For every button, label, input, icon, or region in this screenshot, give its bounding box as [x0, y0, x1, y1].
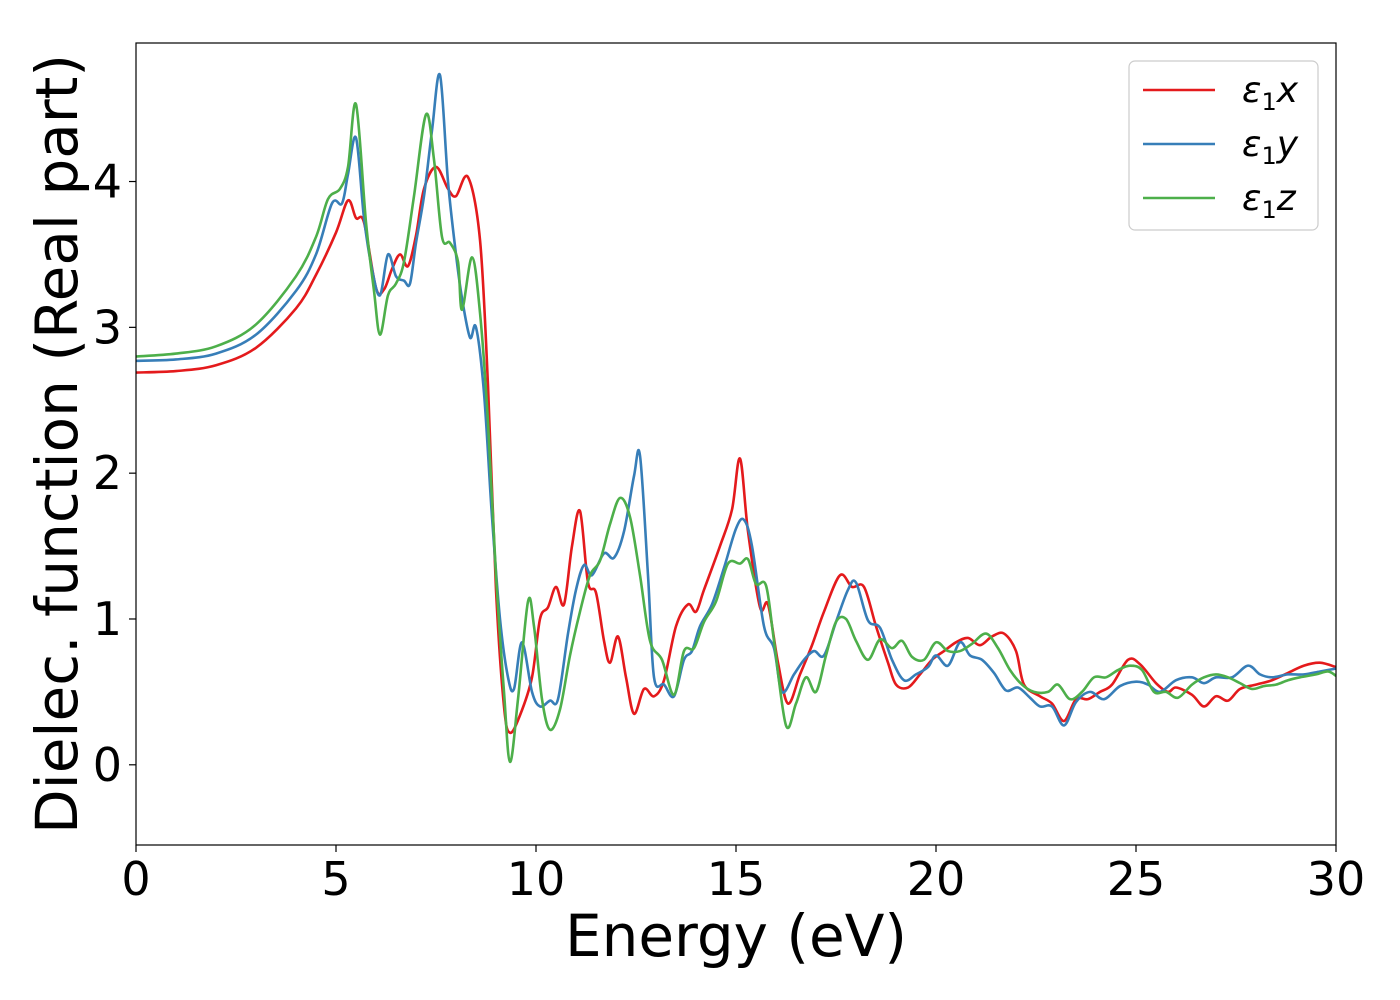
y-tick-label: 2 [93, 446, 122, 500]
x-tick-label: 5 [321, 852, 350, 906]
y-tick-label: 4 [93, 155, 122, 209]
legend-label-z: ε1z [1242, 178, 1297, 224]
y-tick-label: 3 [93, 300, 122, 354]
legend: ε1x ε1y ε1z [1128, 60, 1319, 231]
y-axis-ticks: 0 1 2 3 4 [93, 155, 136, 792]
x-axis-label: Energy (eV) [565, 902, 907, 970]
y-axis-label: Dielec. function (Real part) [23, 54, 91, 834]
y-tick-label: 0 [93, 738, 122, 792]
y-tick-label: 1 [93, 592, 122, 646]
series-layer [136, 72, 1336, 764]
legend-box [1128, 60, 1319, 231]
x-tick-label: 20 [907, 852, 966, 906]
legend-label-x: ε1x [1242, 70, 1299, 116]
x-tick-label: 0 [121, 852, 150, 906]
series-line-x [136, 165, 1336, 735]
legend-label-y: ε1y [1242, 124, 1299, 170]
x-tick-label: 10 [507, 852, 566, 906]
x-axis-ticks: 0 5 10 15 20 25 30 [121, 845, 1365, 906]
x-tick-label: 25 [1107, 852, 1166, 906]
x-tick-label: 15 [707, 852, 766, 906]
x-tick-label: 30 [1307, 852, 1366, 906]
series-line-y [136, 72, 1336, 727]
series-line-z [136, 102, 1336, 764]
